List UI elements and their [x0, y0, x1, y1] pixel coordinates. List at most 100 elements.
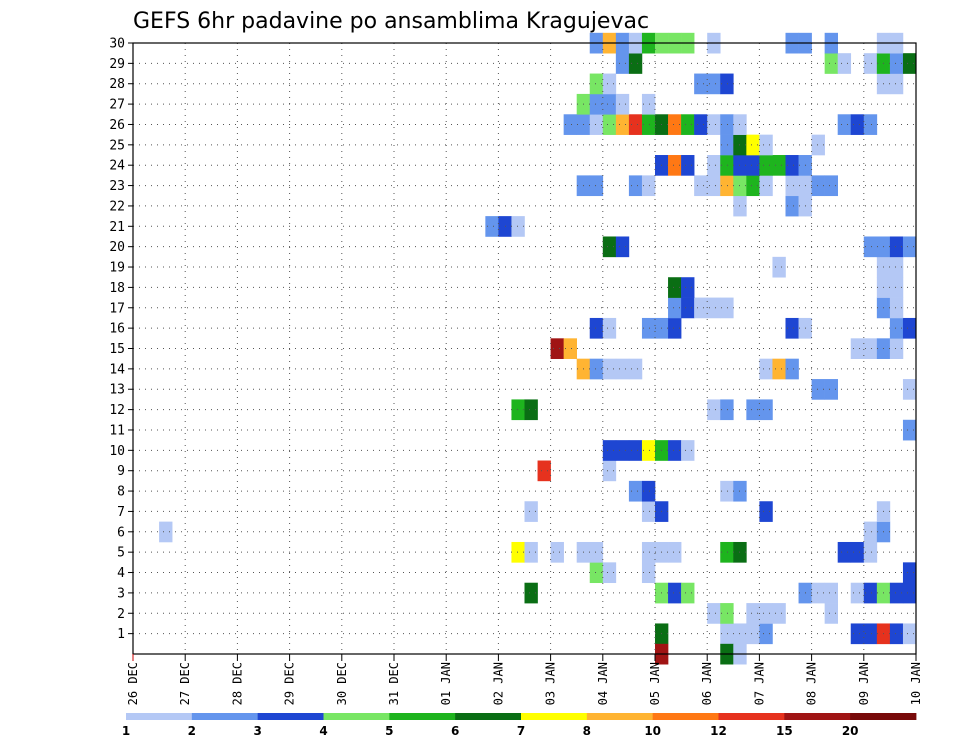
heatmap-cell [615, 114, 630, 135]
heatmap-cell [485, 216, 499, 237]
heatmap-cell [694, 114, 708, 135]
heatmap-cell [694, 297, 708, 319]
heatmap-cell [746, 155, 760, 176]
heatmap-cell [641, 114, 656, 135]
heatmap-cell [602, 317, 617, 339]
heatmap-cell [589, 114, 604, 135]
y-tick-label: 8 [117, 485, 125, 500]
colorbar-label: 10 [644, 724, 661, 738]
heatmap-cell [902, 317, 917, 339]
y-tick-label: 9 [117, 464, 125, 479]
x-tick-label: 01 JAN [439, 662, 453, 705]
colorbar-swatch [191, 713, 259, 720]
heatmap-cell [641, 175, 656, 197]
x-tick-label: 31 DEC [387, 662, 401, 705]
heatmap-cell [707, 155, 721, 176]
heatmap-cell [889, 53, 904, 74]
heatmap-cell [785, 155, 799, 176]
colorbar-swatch [257, 713, 324, 720]
heatmap-cell [863, 521, 878, 543]
heatmap-cell [785, 317, 799, 339]
heatmap-cell [746, 134, 760, 156]
heatmap-cell [772, 358, 786, 380]
y-tick-label: 23 [109, 179, 125, 194]
heatmap-cell [863, 236, 878, 258]
heatmap-cell [694, 73, 708, 95]
heatmap-cell [746, 603, 760, 624]
y-axis: 1234567891011121314151617181920212223242… [109, 37, 133, 642]
heatmap-cell [668, 440, 682, 461]
heatmap-cell [628, 114, 643, 135]
y-tick-label: 14 [109, 362, 125, 377]
heatmap-cell [811, 175, 825, 197]
y-tick-label: 25 [109, 138, 125, 153]
heatmap-cell [602, 562, 617, 584]
heatmap-cell [889, 277, 904, 298]
heatmap-cell [615, 358, 630, 380]
heatmap-cell [641, 541, 656, 563]
colorbar-label: 2 [188, 724, 196, 738]
heatmap-cell [785, 195, 799, 217]
heatmap-cell [889, 297, 904, 319]
heatmap-cell [772, 256, 786, 278]
x-tick-label: 29 DEC [283, 662, 297, 705]
colorbar-swatch [455, 713, 522, 720]
heatmap-cell [602, 114, 617, 135]
y-tick-label: 10 [109, 444, 125, 459]
y-tick-label: 11 [109, 423, 125, 438]
heatmap-cell [746, 399, 760, 421]
colorbar-swatch [521, 713, 588, 720]
heatmap-cell [589, 541, 604, 563]
colorbar-label: 5 [385, 724, 393, 738]
heatmap-cell [850, 338, 865, 359]
heatmap-cell [863, 114, 878, 135]
heatmap-cell [681, 277, 695, 298]
heatmap-cell [902, 562, 917, 584]
y-tick-label: 30 [109, 37, 125, 52]
x-tick-label: 06 JAN [700, 662, 714, 705]
colorbar-label: 3 [253, 724, 261, 738]
y-tick-label: 29 [109, 57, 125, 72]
heatmap-cell [759, 358, 773, 380]
heatmap-cell [668, 317, 682, 339]
heatmap-cell [837, 541, 852, 563]
heatmap-cell [628, 175, 643, 197]
x-tick-label: 26 DEC [126, 662, 140, 705]
heatmap-cell [720, 175, 734, 197]
y-tick-label: 16 [109, 322, 125, 337]
heatmap-cell [902, 582, 917, 604]
heatmap-cell [720, 134, 734, 156]
y-tick-label: 24 [109, 159, 125, 174]
heatmap-cell [524, 541, 538, 563]
colorbar-swatch [784, 713, 851, 720]
colorbar-label: 20 [842, 724, 859, 738]
y-tick-label: 7 [117, 505, 125, 520]
heatmap-cell [550, 541, 564, 563]
heatmap-cell [641, 317, 656, 339]
heatmap-cell [602, 236, 617, 258]
x-tick-label: 28 DEC [230, 662, 244, 705]
heatmap-cell [850, 623, 865, 645]
heatmap-cell [628, 480, 643, 502]
heatmap-cell [159, 521, 173, 543]
x-tick-label: 07 JAN [752, 662, 766, 705]
y-tick-label: 1 [117, 627, 125, 642]
heatmap-cell [694, 175, 708, 197]
heatmap-cell [850, 114, 865, 135]
heatmap-cell [785, 175, 799, 197]
heatmap-cell [615, 93, 630, 115]
x-tick-label: 04 JAN [596, 662, 610, 705]
heatmap-cell [837, 53, 852, 74]
y-tick-label: 5 [117, 546, 125, 561]
heatmap-cell [681, 297, 695, 319]
heatmap-cell [902, 379, 917, 400]
colorbar-label: 12 [710, 724, 727, 738]
heatmap-cell [668, 297, 682, 319]
heatmap-cell [707, 399, 721, 421]
heatmap-cell [902, 623, 917, 645]
heatmap-cell [511, 216, 525, 237]
heatmap-cell [563, 338, 577, 359]
heatmap-cell [759, 175, 773, 197]
y-tick-label: 22 [109, 199, 125, 214]
